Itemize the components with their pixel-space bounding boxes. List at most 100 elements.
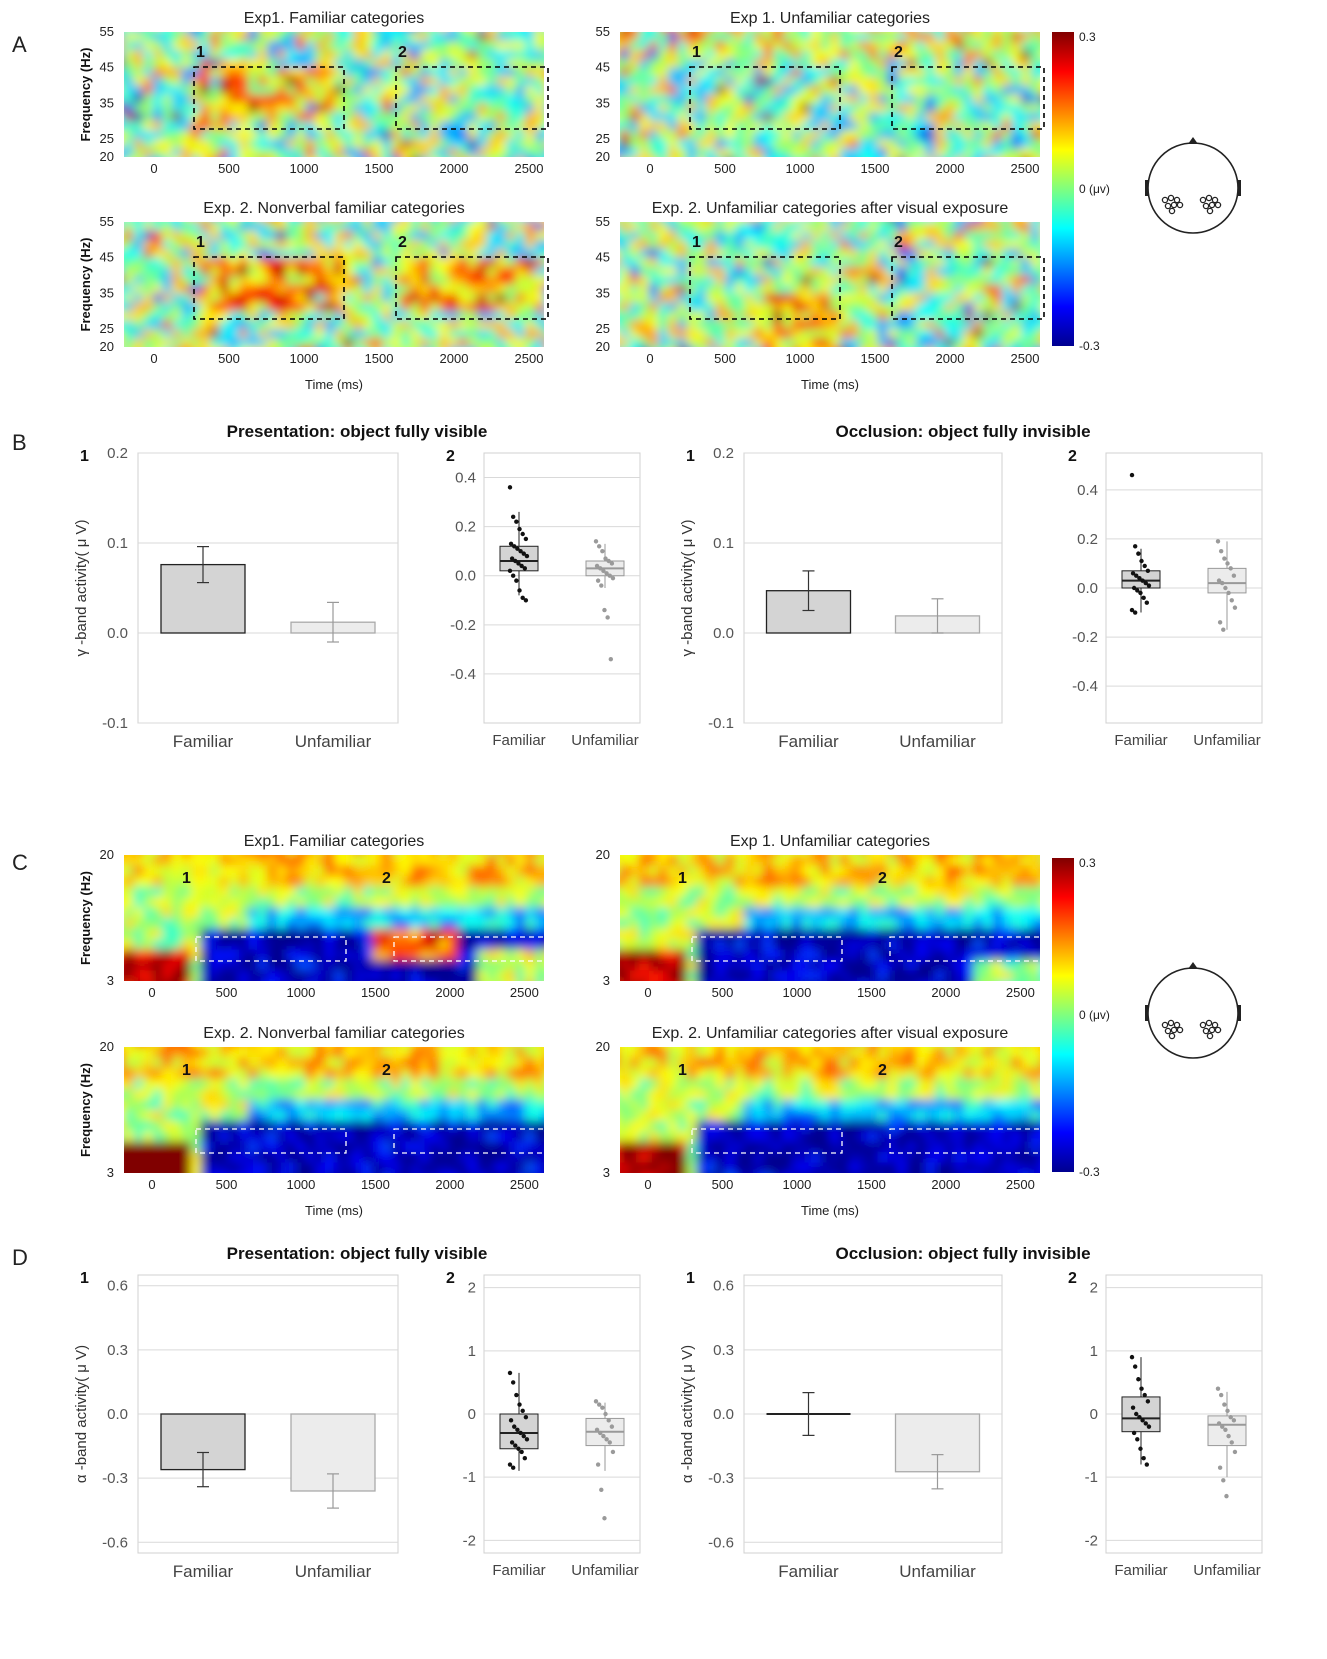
heatmap-cell [620, 222, 631, 223]
heatmap-cell [935, 338, 946, 347]
heatmap-cell [152, 1162, 163, 1173]
heatmap-cell [276, 918, 287, 930]
heatmap-cell [305, 103, 316, 113]
heatmap-cell [944, 293, 955, 303]
heatmap-cell [353, 1141, 364, 1153]
heatmap-cell [515, 338, 526, 347]
heatmap-cell [324, 1152, 335, 1164]
heatmap-cell [162, 855, 173, 867]
heatmap-cell [772, 94, 783, 105]
heatmap-cell [1011, 222, 1022, 223]
heatmap-cell [190, 293, 201, 303]
heatmap-cell [686, 148, 697, 157]
heatmap-cell [915, 130, 927, 140]
heatmap-cell [620, 855, 621, 856]
heatmap-cell [381, 918, 392, 930]
heatmap-cell [410, 148, 421, 157]
heatmap-cell [162, 329, 173, 339]
heatmap-cell [505, 1047, 516, 1059]
heatmap-cell [982, 94, 993, 105]
y-tick-label: 3 [107, 973, 114, 988]
heatmap-cell [1011, 257, 1022, 268]
heatmap-cell [744, 960, 755, 972]
heatmap-cell [744, 85, 755, 96]
heatmap-cell [505, 918, 516, 930]
heatmap-cell [133, 1110, 144, 1122]
heatmap-cell [620, 266, 621, 277]
heatmap-cell [439, 970, 450, 981]
heatmap-cell [658, 157, 668, 167]
heatmap-cell [334, 230, 345, 241]
heatmap-cell [391, 1057, 402, 1069]
heatmap-cell [963, 939, 974, 951]
heatmap-cell [439, 939, 450, 951]
heatmap-cell [1030, 130, 1040, 140]
heatmap-cell [295, 275, 306, 286]
heatmap-cell [658, 148, 669, 157]
heatmap-cell [391, 1131, 402, 1143]
heatmap-cell [305, 949, 316, 961]
heatmap-cell [276, 1110, 287, 1122]
heatmap-cell [782, 94, 793, 105]
heatmap-cell [839, 230, 850, 241]
heatmap-cell [505, 284, 516, 295]
heatmap-cell [334, 1099, 345, 1111]
heatmap-cell [620, 865, 631, 877]
heatmap-cell [133, 85, 144, 96]
heatmap-cell [381, 897, 392, 909]
heatmap-cell [248, 103, 259, 113]
heatmap-cell [143, 329, 154, 339]
heatmap-cell [448, 85, 459, 96]
heatmap-cell [314, 32, 326, 42]
heatmap-cell [181, 1131, 192, 1143]
heatmap-cell [248, 1173, 258, 1184]
heatmap-cell [410, 248, 421, 259]
heatmap-cell [324, 949, 335, 961]
heatmap-cell [295, 139, 306, 149]
heatmap-cell [1001, 855, 1012, 867]
heatmap-cell [505, 1131, 516, 1143]
heatmap-cell [419, 939, 431, 951]
heatmap-cell [467, 94, 478, 105]
heatmap-cell [143, 293, 154, 303]
heatmap-cell [353, 855, 364, 867]
heatmap-cell [648, 139, 659, 149]
heatmap-cell [839, 320, 850, 330]
heatmap-cell [391, 928, 402, 940]
heatmap-cell [858, 222, 869, 232]
heatmap-cell [486, 1152, 497, 1164]
heatmap-cell [420, 157, 430, 167]
heatmap-cell [334, 970, 345, 981]
heatmap-cell [1020, 855, 1032, 856]
heatmap-cell [400, 907, 411, 919]
heatmap-cell [162, 347, 172, 357]
heatmap-cell [667, 148, 678, 157]
heatmap-cell [658, 121, 669, 131]
heatmap-cell [524, 257, 536, 268]
heatmap-cell [124, 886, 135, 898]
heatmap-cell [286, 230, 297, 241]
heatmap-cell [410, 320, 421, 330]
heatmap-cell [648, 949, 659, 961]
heatmap-cell [753, 257, 764, 268]
heatmap-cell [763, 32, 774, 42]
heatmap-cell [229, 876, 240, 888]
heatmap-cell [162, 284, 173, 295]
heatmap-cell [400, 320, 411, 330]
heatmap-cell [1011, 928, 1022, 940]
heatmap-cell [162, 230, 173, 241]
heatmap-cell [362, 897, 373, 909]
heatmap-cell [429, 139, 440, 149]
heatmap-cell [124, 148, 125, 157]
heatmap-cell [181, 1152, 192, 1164]
heatmap-cell [534, 1152, 544, 1164]
heatmap-cell [305, 1141, 316, 1153]
heatmap-cell [467, 58, 478, 69]
heatmap-cell [505, 1057, 516, 1069]
heatmap-cell [343, 1120, 354, 1132]
heatmap-cell [772, 130, 783, 140]
heatmap-cell [486, 94, 497, 105]
heatmap-cell [190, 918, 201, 930]
y-tick-label: 55 [596, 24, 610, 39]
heatmap-cell [1040, 876, 1050, 887]
